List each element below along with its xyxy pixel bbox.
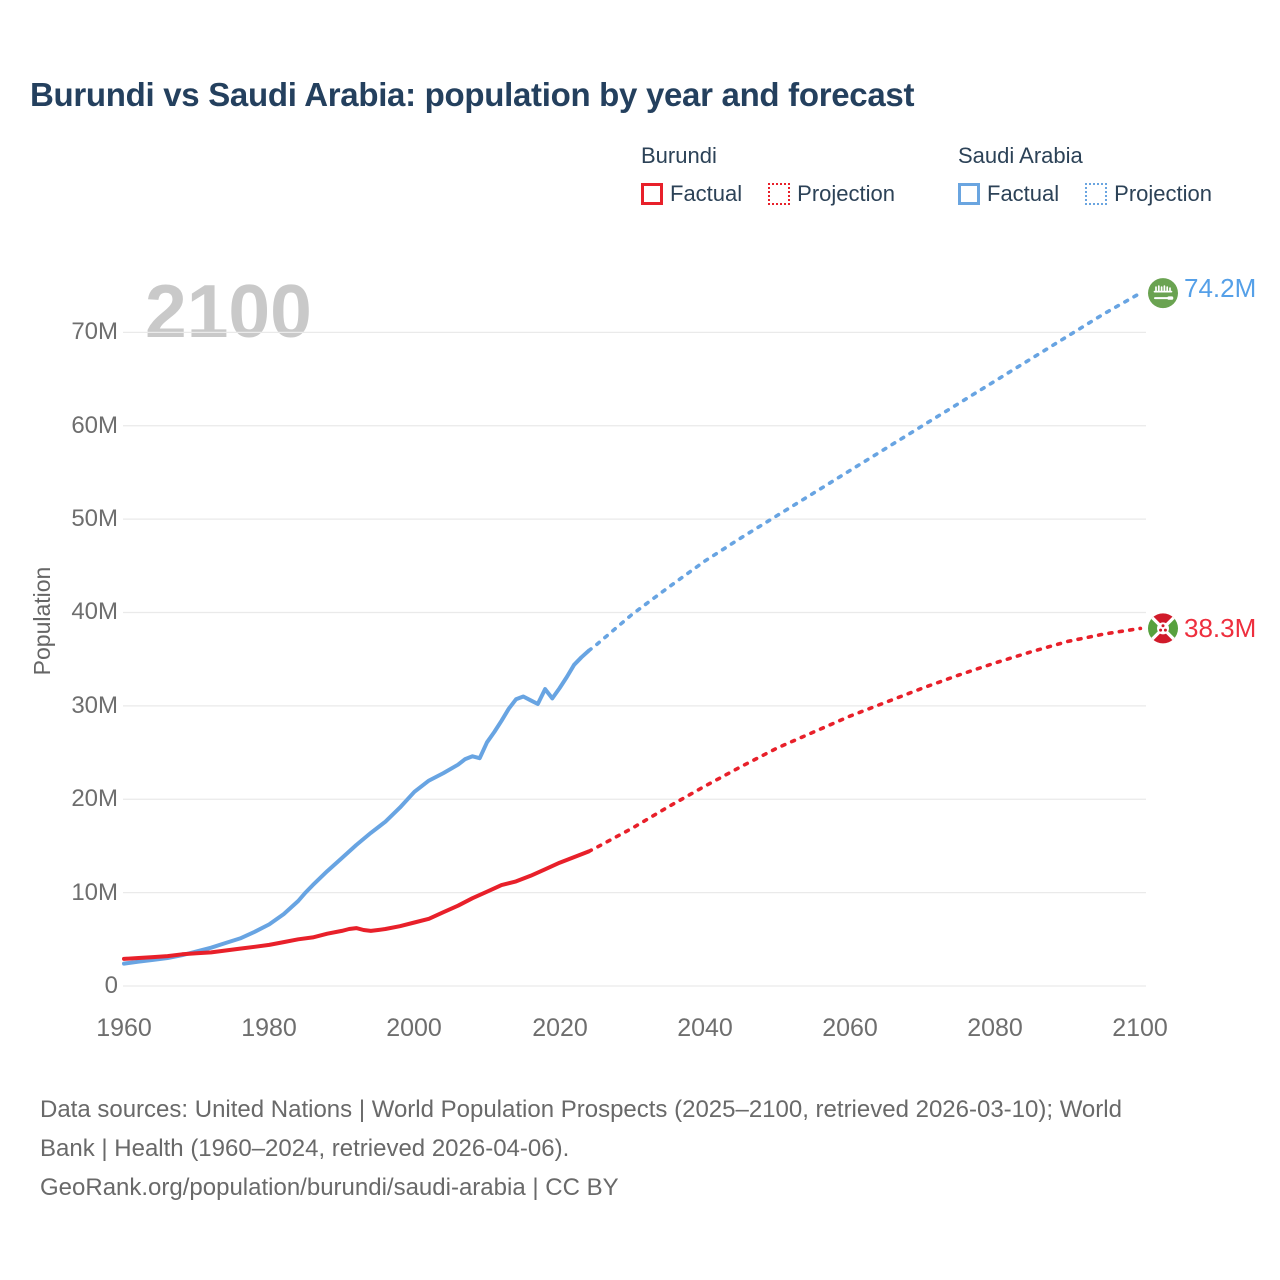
data-sources-note: Data sources: United Nations | World Pop… xyxy=(40,1090,1122,1207)
gridlines xyxy=(123,331,1146,987)
legend-item-saudi-factual[interactable]: Factual xyxy=(958,181,1059,207)
line-saudi-arabia-factual xyxy=(122,648,591,966)
year-watermark: 2100 xyxy=(145,269,312,353)
legend-item-saudi-projection[interactable]: Projection xyxy=(1085,181,1212,207)
x-tick-label: 1980 xyxy=(241,1014,297,1042)
y-tick-label: 60M xyxy=(71,412,118,439)
saudi-factual-swatch xyxy=(958,183,980,205)
x-tick-label: 2020 xyxy=(532,1014,588,1042)
x-tick-label: 2080 xyxy=(967,1014,1023,1042)
y-tick-label: 10M xyxy=(71,879,118,906)
y-tick-label: 0 xyxy=(104,972,118,999)
burundi-end-value: 38.3M xyxy=(1184,613,1257,643)
saudi-arabia-end-value: 74.2M xyxy=(1184,273,1257,303)
saudi-arabia-flag-icon xyxy=(1148,278,1178,309)
y-tick-label: 20M xyxy=(71,785,118,812)
burundi-projection-swatch xyxy=(768,183,791,205)
source-line: Data sources: United Nations | World Pop… xyxy=(40,1096,1122,1123)
x-tick-label: 2100 xyxy=(1112,1014,1168,1042)
legend-item-burundi-projection[interactable]: Projection xyxy=(768,181,895,207)
line-burundi-factual xyxy=(122,849,591,961)
burundi-flag-icon xyxy=(1148,613,1178,644)
legend-item-label: Factual xyxy=(987,181,1060,206)
x-tick-label: 2040 xyxy=(677,1014,733,1042)
legend-item-label: Projection xyxy=(1114,181,1212,206)
legend-item-label: Factual xyxy=(670,181,743,206)
legend-item-label: Projection xyxy=(797,181,895,206)
x-tick-label: 2000 xyxy=(386,1014,442,1042)
y-tick-label: 30M xyxy=(71,692,118,719)
attribution-line: GeoRank.org/population/burundi/saudi-ara… xyxy=(40,1174,619,1201)
legend-group-saudi-arabia: Saudi Arabia Factual Projection xyxy=(958,143,1212,207)
legend-series-name: Burundi xyxy=(641,143,717,168)
x-tick-label: 2060 xyxy=(822,1014,878,1042)
line-saudi-arabia-projection xyxy=(586,291,1143,653)
y-tick-label: 70M xyxy=(71,318,118,345)
source-line: Bank | Health (1960–2024, retrieved 2026… xyxy=(40,1135,570,1162)
page-title: Burundi vs Saudi Arabia: population by y… xyxy=(30,76,915,113)
legend-series-name: Saudi Arabia xyxy=(958,143,1083,168)
saudi-projection-swatch xyxy=(1085,183,1108,205)
burundi-factual-swatch xyxy=(641,183,663,205)
line-burundi-projection xyxy=(586,626,1143,854)
legend-group-burundi: Burundi Factual Projection xyxy=(641,143,895,207)
x-tick-label: 1960 xyxy=(96,1014,152,1042)
y-tick-label: 40M xyxy=(71,598,118,625)
legend-item-burundi-factual[interactable]: Factual xyxy=(641,181,742,207)
y-tick-label: 50M xyxy=(71,505,118,532)
